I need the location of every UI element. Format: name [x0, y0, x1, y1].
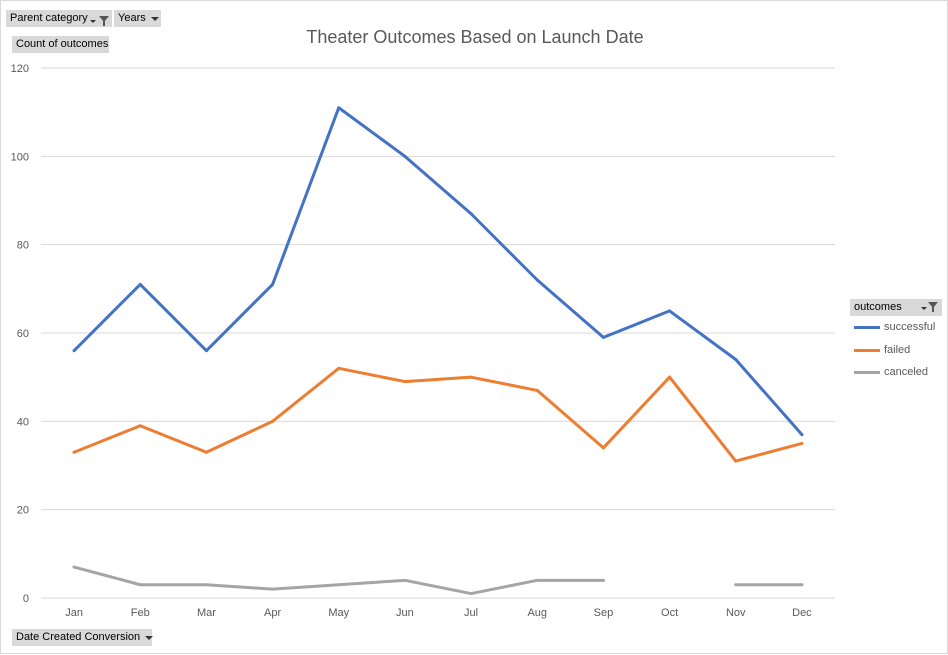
- y-tick-label: 80: [17, 240, 29, 252]
- data-point-canceled: [601, 578, 605, 582]
- x-tick-label: Nov: [726, 607, 746, 619]
- data-point-failed: [668, 375, 672, 379]
- y-tick-label: 120: [11, 63, 29, 75]
- data-point-canceled: [734, 583, 738, 587]
- data-point-canceled: [204, 583, 208, 587]
- data-point-canceled: [403, 578, 407, 582]
- series-line-canceled: [72, 565, 605, 596]
- y-tick-label: 20: [17, 505, 29, 517]
- value-field-label: Count of outcomes: [16, 38, 109, 50]
- x-tick-label: Dec: [792, 607, 812, 619]
- data-point-successful: [668, 309, 672, 313]
- legend-label-successful: successful: [884, 321, 936, 333]
- data-point-failed: [535, 388, 539, 392]
- data-point-successful: [800, 433, 804, 437]
- x-tick-label: Apr: [264, 607, 281, 619]
- data-point-successful: [734, 358, 738, 361]
- parent-category-filter-button[interactable]: Parent category: [6, 10, 112, 27]
- years-filter-button[interactable]: Years: [114, 10, 161, 27]
- data-point-failed: [138, 424, 142, 428]
- data-point-successful: [72, 349, 76, 353]
- data-point-canceled: [271, 587, 275, 591]
- data-point-failed: [204, 450, 208, 454]
- y-tick-label: 40: [17, 416, 29, 428]
- legend-header-button[interactable]: outcomes: [850, 299, 942, 316]
- y-tick-label: 100: [11, 151, 29, 163]
- data-point-failed: [403, 380, 407, 384]
- x-tick-label: Sep: [594, 607, 614, 619]
- legend-item-successful: successful: [854, 321, 935, 333]
- data-point-failed: [734, 459, 738, 463]
- legend-label-canceled: canceled: [884, 366, 929, 378]
- data-point-successful: [138, 282, 142, 286]
- x-tick-label: Feb: [131, 607, 150, 619]
- series-line-successful: [72, 106, 804, 437]
- data-point-successful: [204, 349, 208, 353]
- x-tick-label: Jan: [65, 607, 83, 619]
- axis-field-button[interactable]: Date Created Conversion: [12, 629, 154, 646]
- parent-category-label: Parent category: [10, 12, 88, 24]
- x-tick-label: Mar: [197, 607, 216, 619]
- data-point-canceled: [535, 578, 539, 582]
- chart-title: Theater Outcomes Based on Launch Date: [306, 27, 644, 47]
- y-tick-label: 60: [17, 328, 29, 340]
- data-point-failed: [800, 441, 804, 445]
- legend-swatch-successful: [854, 325, 880, 329]
- data-point-canceled: [469, 592, 473, 596]
- value-field-button[interactable]: Count of outcomes: [12, 36, 109, 53]
- data-point-canceled: [337, 583, 341, 587]
- years-label: Years: [118, 12, 146, 24]
- legend-item-failed: failed: [854, 344, 910, 356]
- legend-swatch-canceled: [854, 370, 880, 374]
- data-point-successful: [403, 154, 407, 158]
- x-tick-label: Oct: [661, 607, 678, 619]
- data-point-canceled: [138, 583, 142, 587]
- filter-funnel-icon: [928, 302, 938, 312]
- axis-field-label: Date Created Conversion: [16, 631, 141, 643]
- data-point-successful: [601, 335, 605, 339]
- x-tick-label: Aug: [527, 607, 547, 619]
- dropdown-arrow-icon: [921, 307, 927, 310]
- filter-funnel-icon: [98, 15, 109, 26]
- legend-label-failed: failed: [884, 344, 911, 356]
- dropdown-arrow-icon: [145, 635, 154, 640]
- legend: outcomes successful failed canceled: [850, 299, 942, 378]
- legend-swatch-failed: [854, 348, 880, 352]
- dropdown-arrow-icon: [89, 19, 96, 23]
- x-tick-label: Jul: [464, 607, 478, 619]
- data-point-successful: [271, 282, 275, 286]
- data-point-successful: [535, 278, 539, 282]
- data-point-failed: [601, 446, 605, 450]
- data-point-canceled: [800, 583, 804, 587]
- data-point-failed: [469, 375, 473, 379]
- dropdown-arrow-icon: [150, 16, 159, 21]
- data-point-successful: [337, 106, 341, 110]
- legend-item-canceled: canceled: [854, 366, 928, 378]
- data-point-successful: [469, 212, 473, 216]
- data-point-failed: [337, 366, 341, 370]
- data-point-failed: [72, 450, 76, 454]
- y-tick-label: 0: [23, 593, 29, 605]
- x-tick-label: Jun: [396, 607, 414, 619]
- data-point-failed: [271, 419, 275, 423]
- legend-header-label: outcomes: [854, 301, 902, 313]
- series-line-failed: [72, 366, 804, 463]
- x-tick-label: May: [328, 607, 349, 619]
- data-point-canceled: [72, 565, 76, 569]
